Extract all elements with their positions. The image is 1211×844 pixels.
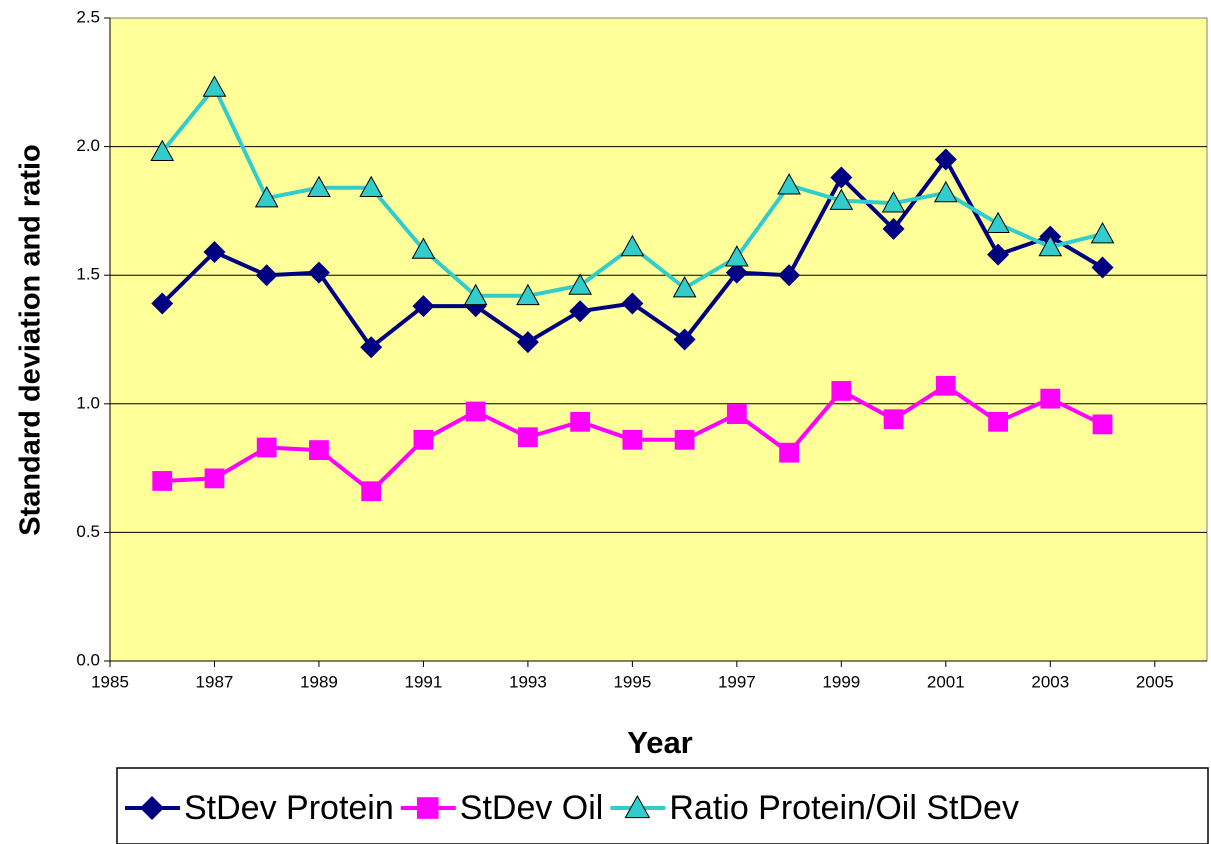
marker [204,468,225,489]
marker [1090,222,1115,244]
marker [725,261,748,284]
marker [621,292,644,315]
x-tick-label: 1987 [196,672,234,691]
legend-label: StDev Protein [184,789,394,827]
marker [568,273,592,295]
marker [256,437,277,458]
marker [518,427,538,448]
marker [361,481,382,502]
marker [673,328,696,351]
x-tick-label: 2005 [1136,672,1174,691]
marker [150,139,175,162]
y-tick-label: 1.0 [76,393,100,412]
marker [882,217,905,240]
marker [726,404,747,424]
y-axis-title: Standard deviation and ratio [15,144,47,536]
marker [569,300,592,323]
marker [829,188,854,210]
marker [1092,414,1113,435]
marker [151,292,174,315]
marker [254,186,279,208]
marker [777,173,801,195]
marker [203,241,226,264]
marker [307,175,331,198]
y-tick-label: 0.5 [76,522,100,541]
marker [1038,234,1063,257]
y-tick-label: 0.0 [76,650,100,669]
x-tick-label: 1985 [91,672,129,691]
plot-area [109,17,1208,662]
marker [360,336,383,359]
marker [465,401,486,422]
marker [620,234,645,257]
x-axis-title: Year [627,725,693,760]
marker [831,381,852,401]
marker [516,283,540,306]
x-tick-label: 1999 [822,672,860,691]
marker [413,429,434,450]
marker [307,261,330,284]
marker [933,180,958,203]
x-tick-label: 1997 [718,672,756,691]
marker [779,442,799,463]
marker [624,794,651,819]
marker [412,295,435,318]
legend-label: StDev Oil [460,789,604,827]
x-tick-label: 1991 [405,672,443,691]
marker [883,409,904,430]
marker [881,191,906,213]
marker [674,429,695,450]
marker [988,411,1008,432]
marker [830,166,853,189]
x-tick-label: 1995 [613,672,651,691]
marker [309,440,329,460]
y-tick-label: 1.5 [76,265,100,284]
marker [570,411,591,432]
marker [516,331,539,354]
x-tick-label: 2003 [1031,672,1069,691]
marker [778,264,801,287]
marker [463,283,488,306]
marker [202,75,227,97]
y-tick-label: 2.0 [76,136,100,155]
marker [987,243,1010,266]
marker [140,796,164,820]
legend-label: Ratio Protein/Oil StDev [669,789,1019,827]
marker [986,211,1010,234]
marker [672,276,697,298]
marker [416,797,439,819]
y-tick-label: 2.5 [76,7,100,26]
x-tick-label: 2001 [927,672,965,691]
marker [622,429,643,450]
marker [1040,388,1061,409]
marker [152,471,173,491]
x-tick-label: 1993 [509,672,547,691]
marker [725,245,749,267]
marker [359,175,384,198]
marker [934,148,957,171]
marker [1091,256,1114,279]
marker [935,375,956,396]
marker [255,264,278,287]
x-tick-label: 1989 [300,672,338,691]
marker [411,237,436,259]
